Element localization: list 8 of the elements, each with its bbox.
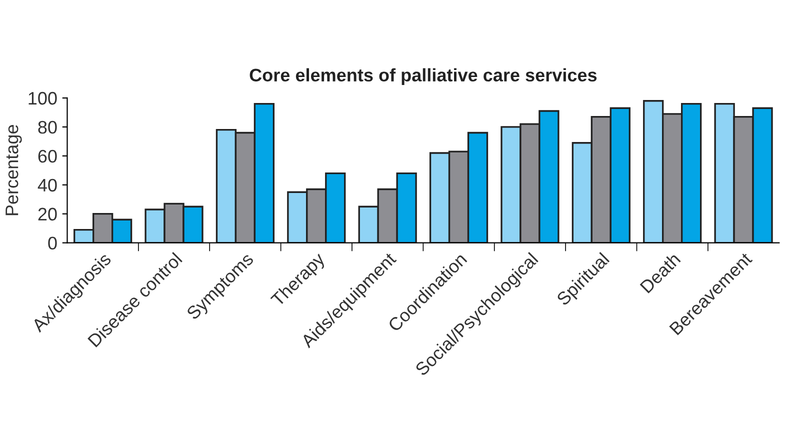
y-tick-label: 0 bbox=[48, 236, 57, 250]
chart-title: Core elements of palliative care services bbox=[250, 68, 597, 86]
y-tick-label: 40 bbox=[38, 178, 57, 192]
y-axis-title: Percentage bbox=[6, 125, 22, 216]
y-tick-label: 80 bbox=[38, 120, 57, 134]
y-tick-label: 20 bbox=[38, 208, 57, 221]
y-tick-label: 100 bbox=[28, 92, 57, 105]
y-tick-label: 60 bbox=[38, 150, 57, 163]
